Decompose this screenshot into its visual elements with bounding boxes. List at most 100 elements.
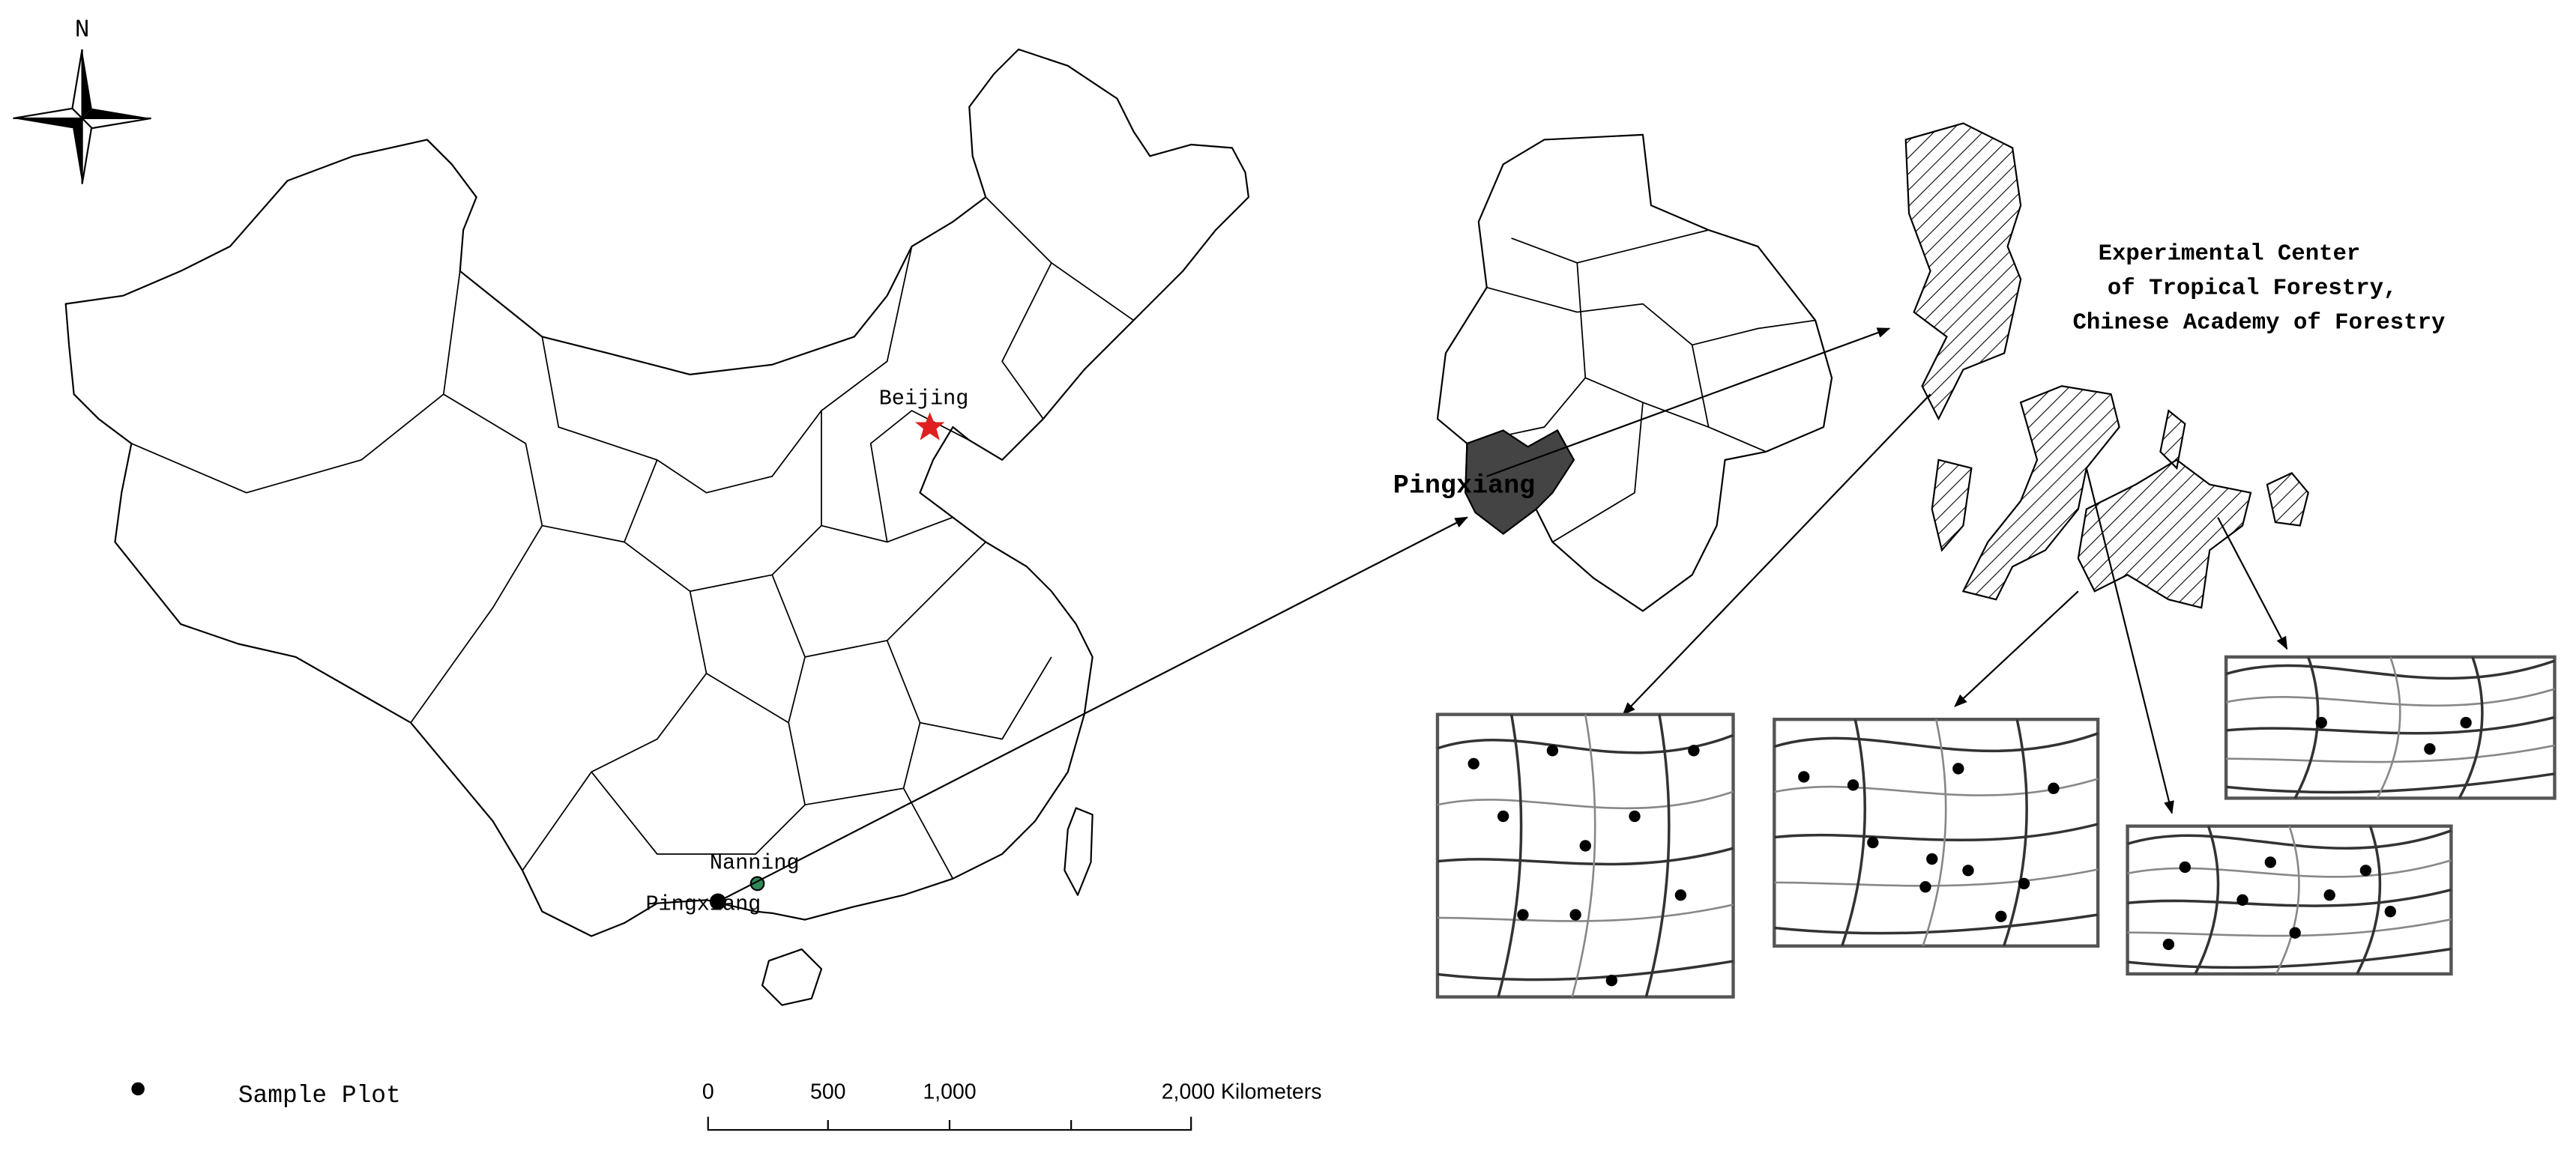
line-shape xyxy=(2085,467,2174,814)
forest-patch xyxy=(2077,459,2252,609)
label-line: of Tropical Forestry, xyxy=(2108,275,2398,301)
sample-plot xyxy=(1569,909,1581,921)
scale-label: 500 xyxy=(810,1080,846,1104)
china-outline xyxy=(64,48,1249,937)
sample-plot xyxy=(1926,853,1938,865)
sample-plot xyxy=(1867,836,1879,849)
path-shape xyxy=(82,108,151,118)
legend-marker xyxy=(131,1082,145,1096)
path-shape xyxy=(79,117,151,130)
sample-plot xyxy=(1517,909,1529,921)
sample-plot xyxy=(2264,856,2276,868)
stand-boundary xyxy=(1437,847,1734,866)
path-shape xyxy=(82,49,92,118)
inset xyxy=(2224,655,2557,800)
path-shape xyxy=(1486,286,1816,346)
sample-plot xyxy=(1629,810,1641,823)
sample-plot xyxy=(1847,779,1859,791)
stand-boundary xyxy=(1571,714,1596,997)
north-arrow: N xyxy=(13,16,151,184)
beijing-label: Beijing xyxy=(879,386,969,411)
sample-plot xyxy=(2384,905,2396,918)
sample-plot xyxy=(1688,745,1700,757)
region-outline xyxy=(1436,133,1833,612)
stand-boundary xyxy=(2376,656,2401,799)
stand-boundary xyxy=(1922,718,1947,947)
sample-plot xyxy=(2315,716,2327,729)
inset xyxy=(1773,718,2100,948)
sample-plot xyxy=(2289,927,2301,939)
sample-plot xyxy=(1995,910,2007,922)
legend-label: Sample Plot xyxy=(238,1082,401,1110)
scale-label: 1,000 xyxy=(923,1080,976,1104)
sample-plot xyxy=(2460,716,2472,729)
sample-plot xyxy=(2236,894,2248,906)
sample-plot xyxy=(1919,881,1931,893)
scale-bar: 0 500 1,000 2,000 Kilometers xyxy=(702,1080,1322,1131)
path-shape xyxy=(541,246,913,494)
sample-plot xyxy=(2424,742,2436,755)
sample-plot xyxy=(1546,745,1559,757)
path-shape xyxy=(902,787,954,880)
path-shape xyxy=(707,1116,1192,1131)
sample-plot xyxy=(2179,861,2191,874)
stand-boundary xyxy=(2002,718,2028,947)
stand-boundary xyxy=(1774,823,2099,842)
inset-frame xyxy=(1773,718,2100,948)
stand-boundary xyxy=(2194,826,2220,975)
sample-plot xyxy=(1468,757,1479,770)
label-line: Chinese Academy of Forestry xyxy=(2072,310,2445,336)
path-shape xyxy=(1551,402,1644,543)
taiwan xyxy=(1064,807,1094,896)
stand-boundary xyxy=(1437,790,1734,810)
stand-boundary xyxy=(2225,659,2556,680)
stand-boundary xyxy=(2127,859,2452,878)
beijing-marker xyxy=(914,412,945,441)
path-shape xyxy=(13,107,85,120)
stand-boundary xyxy=(1841,718,1867,947)
stand-boundary xyxy=(2127,947,2452,969)
path-shape xyxy=(886,640,1052,740)
path-shape xyxy=(131,270,461,494)
legend: Sample Plot xyxy=(131,1082,401,1110)
north-label: N xyxy=(75,16,90,43)
sample-plot xyxy=(2323,889,2335,901)
stand-boundary xyxy=(2225,688,2555,707)
sample-plot xyxy=(1962,865,1974,877)
sample-plot xyxy=(1798,771,1810,783)
sample-plot xyxy=(1674,889,1687,901)
stand-boundary xyxy=(2275,826,2300,975)
stand-boundary xyxy=(1497,714,1523,998)
path-shape xyxy=(624,459,658,542)
forest-patch xyxy=(1931,459,1973,552)
pingxiang-county xyxy=(1465,429,1575,535)
sample-plot xyxy=(1579,840,1591,852)
path-shape xyxy=(72,118,82,184)
stand-boundary xyxy=(1773,732,2099,753)
stand-boundary xyxy=(2293,656,2320,799)
inset-frame xyxy=(1435,712,1735,999)
forest-center-label: Experimental Center of Tropical Forestry… xyxy=(2072,240,2445,336)
line-shape xyxy=(1486,327,1891,477)
path-shape xyxy=(1584,377,1767,453)
line-shape xyxy=(1954,590,2079,707)
inset xyxy=(2126,824,2453,976)
path-shape xyxy=(706,574,806,724)
stand-boundary xyxy=(1437,960,1734,981)
sample-plot xyxy=(1605,975,1617,987)
sample-plot xyxy=(2018,877,2030,890)
stand-boundary xyxy=(1774,913,2099,935)
stand-boundary xyxy=(2225,772,2555,794)
stand-boundary xyxy=(2127,829,2452,850)
stand-boundary xyxy=(1437,733,1734,754)
hainan xyxy=(761,948,823,1006)
path-shape xyxy=(71,49,83,121)
scale-label: 2,000 Kilometers xyxy=(1162,1080,1322,1104)
line-shape xyxy=(1622,393,1931,715)
forest-patch xyxy=(1904,122,2022,421)
sample-plot xyxy=(2048,782,2060,794)
scale-label: 0 xyxy=(702,1080,714,1104)
sample-plot xyxy=(2359,865,2372,877)
